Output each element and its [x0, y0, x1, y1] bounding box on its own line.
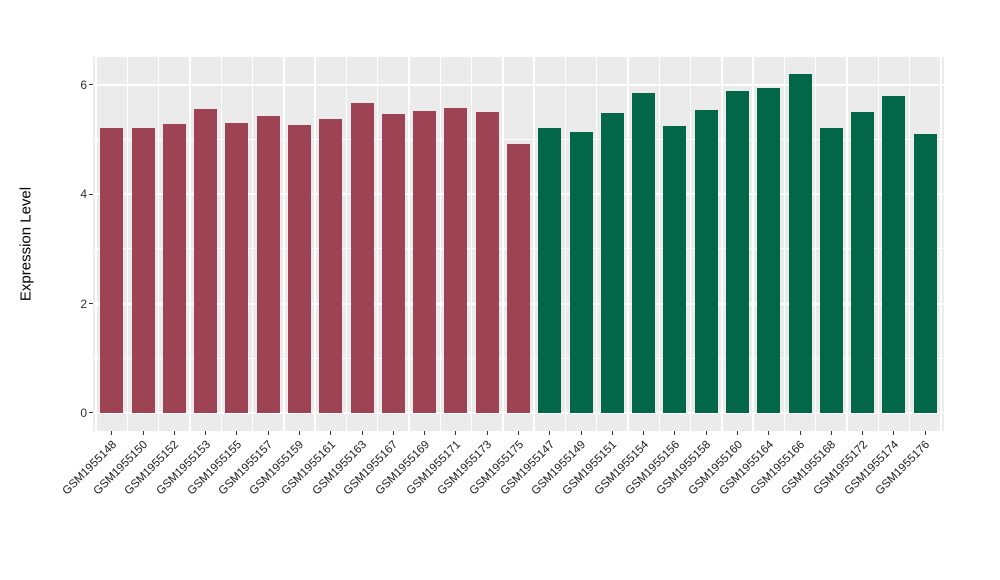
major-gridline	[93, 411, 944, 414]
x-tick	[142, 431, 144, 435]
vertical-gridline	[658, 57, 661, 431]
bar-GSM1955157	[256, 116, 280, 413]
vertical-gridline	[439, 57, 442, 431]
bar-GSM1955167	[381, 113, 405, 413]
bar-GSM1955174	[882, 95, 906, 413]
x-tick	[862, 431, 864, 435]
y-axis-title: Expression Level	[17, 186, 35, 302]
x-tick	[768, 431, 770, 435]
vertical-gridline	[877, 57, 880, 431]
x-tick	[830, 431, 832, 435]
bar-GSM1955147	[538, 128, 562, 413]
bar-GSM1955159	[287, 124, 311, 413]
major-gridline	[93, 83, 944, 86]
y-tick	[89, 84, 93, 86]
bar-GSM1955158	[694, 110, 718, 413]
bar-GSM1955166	[788, 73, 812, 413]
bar-GSM1955154	[632, 93, 656, 413]
vertical-gridline	[940, 57, 942, 431]
vertical-gridline	[721, 57, 723, 431]
bar-GSM1955176	[913, 134, 937, 413]
vertical-gridline	[220, 57, 223, 431]
bar-GSM1955156	[663, 126, 687, 413]
x-tick	[455, 431, 457, 435]
bar-GSM1955160	[726, 90, 749, 413]
x-tick	[893, 431, 895, 435]
vertical-gridline	[376, 57, 379, 431]
bar-GSM1955164	[757, 88, 781, 413]
plot-panel	[93, 57, 944, 431]
vertical-gridline	[783, 57, 786, 431]
y-tick-label: 4	[80, 187, 87, 202]
bar-GSM1955151	[600, 112, 624, 413]
bar-GSM1955152	[162, 124, 186, 413]
x-tick	[799, 431, 801, 435]
x-tick	[924, 431, 926, 435]
bar-GSM1955149	[569, 131, 593, 413]
bar-GSM1955155	[225, 122, 249, 413]
vertical-gridline	[126, 57, 129, 431]
vertical-gridline	[752, 57, 754, 431]
x-tick	[674, 431, 676, 435]
vertical-gridline	[595, 57, 598, 431]
vertical-gridline	[533, 57, 535, 431]
bar-GSM1955148	[100, 127, 124, 413]
bar-GSM1955172	[851, 112, 875, 413]
x-tick	[486, 431, 488, 435]
bar-GSM1955153	[194, 109, 218, 413]
x-tick	[643, 431, 645, 435]
x-tick	[298, 431, 300, 435]
vertical-gridline	[846, 57, 848, 431]
bar-GSM1955175	[507, 143, 530, 413]
y-tick-label: 0	[80, 405, 87, 420]
x-tick	[111, 431, 113, 435]
y-tick-label: 2	[80, 296, 87, 311]
minor-gridline	[93, 139, 944, 141]
x-tick	[580, 431, 582, 435]
vertical-gridline	[814, 57, 817, 431]
vertical-gridline	[283, 57, 285, 431]
vertical-gridline	[314, 57, 316, 431]
vertical-gridline	[470, 57, 473, 431]
vertical-gridline	[345, 57, 348, 431]
y-tick	[89, 412, 93, 414]
y-tick	[89, 303, 93, 305]
vertical-gridline	[564, 57, 567, 431]
x-tick	[705, 431, 707, 435]
vertical-gridline	[627, 57, 629, 431]
x-tick	[392, 431, 394, 435]
x-tick	[236, 431, 238, 435]
vertical-gridline	[502, 57, 504, 431]
vertical-gridline	[157, 57, 160, 431]
x-tick	[549, 431, 551, 435]
x-tick	[330, 431, 332, 435]
x-tick	[518, 431, 519, 435]
y-tick	[89, 193, 93, 195]
bar-GSM1955168	[819, 128, 843, 413]
bar-GSM1955163	[350, 103, 374, 413]
vertical-gridline	[689, 57, 692, 431]
x-tick	[611, 431, 613, 435]
bar-GSM1955173	[475, 111, 499, 413]
x-tick	[737, 431, 738, 435]
bar-GSM1955150	[131, 127, 155, 413]
x-tick	[424, 431, 426, 435]
bar-GSM1955169	[413, 110, 437, 413]
x-tick	[205, 431, 207, 435]
bar-GSM1955171	[444, 108, 468, 413]
x-tick	[267, 431, 269, 435]
vertical-gridline	[408, 57, 410, 431]
vertical-gridline	[251, 57, 254, 431]
y-tick-label: 6	[80, 77, 87, 92]
vertical-gridline	[95, 57, 97, 431]
x-tick	[361, 431, 363, 435]
vertical-gridline	[908, 57, 911, 431]
x-tick	[173, 431, 175, 435]
bar-GSM1955161	[319, 118, 343, 413]
vertical-gridline	[189, 57, 191, 431]
